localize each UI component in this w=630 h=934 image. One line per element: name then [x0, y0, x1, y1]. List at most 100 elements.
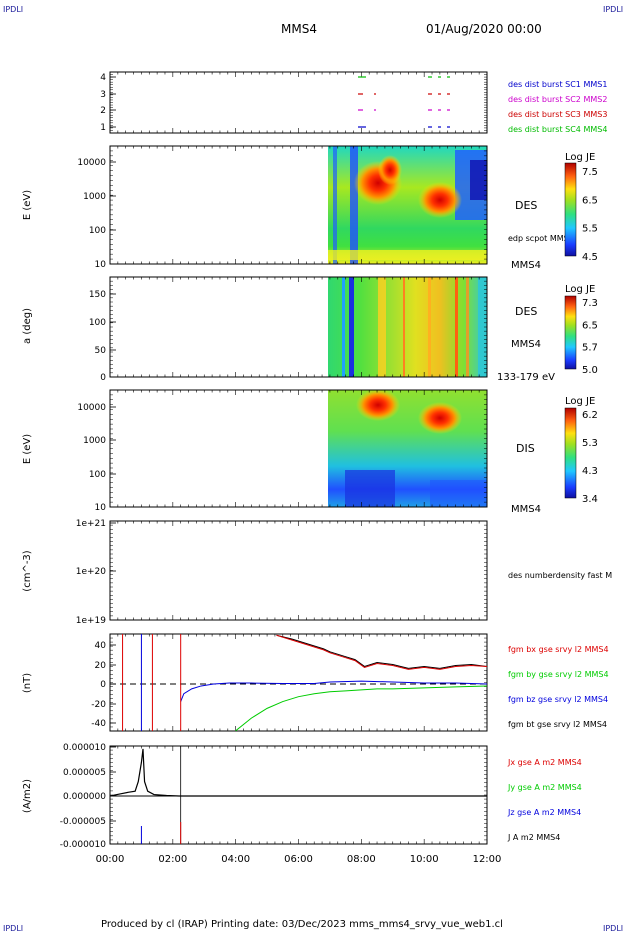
y-tick-label: 1e+19 [76, 616, 107, 626]
colorbar-tick-label: 6.5 [582, 195, 598, 206]
current-line [110, 748, 487, 797]
corner-label-tr: IPDLI [603, 5, 624, 14]
y-axis-label-current: (A/m2) [22, 779, 33, 813]
fgm-legend-item: fgm bt gse srvy l2 MMS4 [508, 720, 607, 729]
density-legend-item: des numberdensity fast M [508, 571, 612, 580]
fgm-legend-item: fgm by gse srvy l2 MMS4 [508, 670, 609, 679]
time-tick-label: 12:00 [473, 854, 502, 865]
colorbar-tick-label: 5.7 [582, 343, 598, 354]
y-tick-label: 1 [100, 123, 106, 133]
y-tick-label: -20 [91, 700, 106, 710]
current-legend-item: Jx gse A m2 MMS4 [507, 758, 582, 767]
y-tick-label: 1e+21 [76, 519, 106, 529]
panel-frame-density [109, 520, 488, 621]
dis-energy-spectrogram [328, 390, 487, 507]
fgm-line [276, 634, 487, 670]
y-tick-label: 10000 [77, 403, 106, 413]
y-axis-label-density: (cm^-3) [22, 550, 33, 591]
panel-right-label: DIS [516, 442, 535, 455]
y-axis-label-fgm: (nT) [22, 673, 33, 693]
colorbar-tick-label: 5.0 [582, 365, 598, 376]
burst-legend-item: des dist burst SC3 MMS3 [508, 110, 607, 119]
panel-frame-burst [109, 71, 488, 134]
fgm-line [235, 685, 487, 731]
panel-right-label: MMS4 [511, 339, 541, 350]
y-tick-label: 20 [95, 661, 107, 671]
y-tick-label: 40 [95, 641, 107, 651]
colorbar-dis-energy [564, 407, 577, 499]
y-tick-label: 100 [89, 470, 106, 480]
header-datetime: 01/Aug/2020 00:00 [426, 22, 542, 36]
corner-label-tl: IPDLI [3, 5, 24, 14]
y-tick-label: 0.000005 [63, 768, 106, 778]
y-tick-label: -0.000010 [60, 840, 106, 850]
y-tick-label: 3 [100, 90, 106, 100]
footer-text: Produced by cl (IRAP) Printing date: 03/… [101, 919, 503, 930]
current-legend-item: Jy gse A m2 MMS4 [507, 783, 582, 792]
y-tick-label: 10000 [77, 158, 106, 168]
panel-frame-fgm [109, 633, 488, 732]
time-tick-label: 04:00 [221, 854, 250, 865]
y-tick-label: 0 [100, 680, 106, 690]
current-series-group [110, 746, 487, 844]
fgm-legend-item: fgm bz gse srvy l2 MMS4 [508, 695, 608, 704]
y-tick-label: 100 [89, 226, 106, 236]
burst-legend-item: des dist burst SC1 MMS1 [508, 80, 607, 89]
des-energy-spectrogram [328, 146, 487, 264]
colorbar-tick-label: 3.4 [582, 494, 598, 505]
panel-right-label: DES [515, 305, 537, 318]
colorbar-title: Log JE [565, 396, 595, 407]
colorbar-tick-label: 4.3 [582, 466, 598, 477]
burst-legend-item: des dist burst SC4 MMS4 [508, 125, 607, 134]
time-tick-label: 02:00 [158, 854, 187, 865]
panel-right-label: MMS4 [511, 260, 541, 271]
y-axis-label-dis_energy: E (eV) [22, 434, 33, 464]
current-legend-item: Jz gse A m2 MMS4 [507, 808, 581, 817]
time-tick-label: 08:00 [347, 854, 376, 865]
panel-right-label: DES [515, 199, 537, 212]
y-tick-label: 1000 [83, 436, 106, 446]
y-tick-label: 1000 [83, 192, 106, 202]
panel-right-label: MMS4 [511, 504, 541, 515]
corner-label-br: IPDLI [603, 924, 624, 933]
y-tick-label: 4 [100, 73, 106, 83]
y-tick-label: 2 [100, 106, 106, 116]
y-tick-label: 100 [89, 318, 106, 328]
colorbar-title: Log JE [565, 152, 595, 163]
y-axis-label-des_energy: E (eV) [22, 190, 33, 220]
y-tick-label: 0.000000 [63, 792, 106, 802]
colorbar-tick-label: 5.3 [582, 438, 598, 449]
colorbar-des-energy [564, 162, 577, 257]
colorbar-tick-label: 4.5 [582, 252, 598, 263]
y-tick-label: 0 [100, 373, 106, 383]
des-pitch-spectrogram [328, 277, 487, 377]
colorbar-des-pitch [564, 295, 577, 370]
time-tick-label: 06:00 [284, 854, 313, 865]
fgm-series-group [122, 634, 487, 731]
y-tick-label: 1e+20 [76, 567, 107, 577]
y-tick-label: 150 [89, 290, 106, 300]
current-legend-item: J A m2 MMS4 [507, 833, 560, 842]
y-tick-label: 50 [95, 346, 107, 356]
time-tick-label: 10:00 [410, 854, 439, 865]
colorbar-tick-label: 7.5 [582, 167, 598, 178]
colorbar-tick-label: 5.5 [582, 224, 598, 235]
fgm-line [276, 634, 487, 669]
colorbar-title: Log JE [565, 284, 595, 295]
burst-legend-item: des dist burst SC2 MMS2 [508, 95, 607, 104]
y-tick-label: 10 [95, 503, 107, 513]
fgm-line [180, 680, 487, 702]
panel-right-label: edp scpot MMS4 [508, 234, 574, 243]
colorbar-tick-label: 6.2 [582, 410, 598, 421]
colorbar-tick-label: 6.5 [582, 320, 598, 331]
y-tick-label: -40 [91, 719, 106, 729]
header-spacecraft: MMS4 [281, 22, 317, 36]
panel-right-label: 133-179 eV [497, 372, 555, 383]
y-tick-label: -0.000005 [60, 817, 106, 827]
corner-label-bl: IPDLI [3, 924, 24, 933]
fgm-legend-item: fgm bx gse srvy l2 MMS4 [508, 645, 609, 654]
y-tick-label: 0.000010 [63, 743, 106, 753]
colorbar-tick-label: 7.3 [582, 298, 598, 309]
y-axis-label-des_pitch: a (deg) [22, 308, 33, 344]
